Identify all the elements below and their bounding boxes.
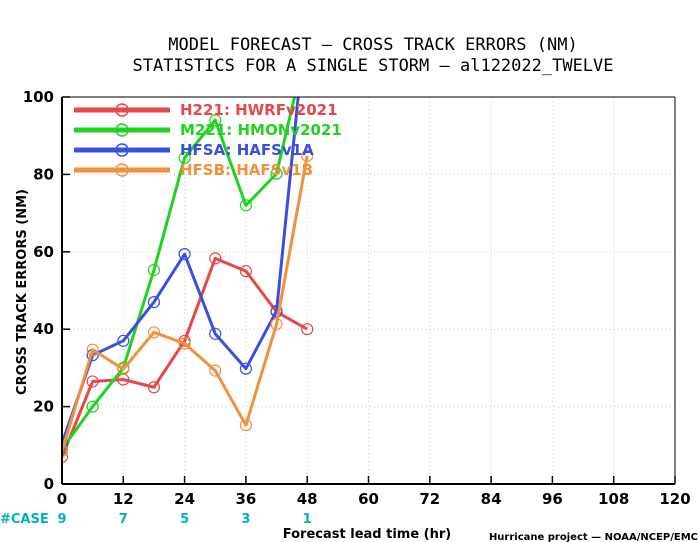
series-1-point	[86, 375, 99, 388]
legend-label: H221: HWRFv2021	[180, 101, 338, 119]
series-layer	[62, 2, 314, 464]
series-4-point	[147, 326, 161, 339]
series-4	[62, 149, 314, 458]
legend-swatch-marker	[115, 143, 129, 157]
case-count: 5	[180, 512, 189, 527]
legend-item: HFSB: HAFSv1B	[74, 161, 313, 179]
series-2-point	[178, 151, 191, 164]
x-tick-label: 120	[659, 490, 690, 508]
series-4-point	[239, 419, 252, 432]
x-tick-label: 108	[598, 490, 629, 508]
series-2-point	[239, 199, 252, 212]
legend-label: HFSB: HAFSv1B	[180, 161, 313, 179]
x-tick-label: 84	[481, 490, 502, 508]
legend-swatch-marker	[115, 123, 129, 137]
legend-item: M221: HMONv2021	[74, 121, 342, 139]
case-count: 1	[303, 512, 312, 527]
x-axis-title: Forecast lead time (hr)	[283, 527, 451, 542]
series-4-point	[86, 343, 99, 356]
series-3-point	[117, 334, 130, 347]
y-tick-label: 40	[33, 320, 54, 338]
x-tick-label: 24	[174, 490, 195, 508]
series-4-point	[209, 364, 222, 377]
series-3-line	[62, 97, 300, 444]
series-4-point	[178, 337, 191, 350]
legend-swatch-marker	[115, 103, 129, 117]
series-1-point	[239, 265, 252, 278]
series-3-point	[209, 327, 222, 340]
legend-item: H221: HWRFv2021	[74, 101, 338, 119]
x-tick-label: 72	[419, 490, 440, 508]
y-axis-title: CROSS TRACK ERRORS (NM)	[15, 189, 30, 395]
series-3-point	[147, 296, 161, 309]
case-count: 7	[119, 512, 128, 527]
y-tick-label: 80	[33, 165, 54, 183]
series-2-point	[209, 114, 222, 127]
series-2-point	[86, 400, 99, 413]
case-count: 9	[57, 512, 66, 527]
series-2-point	[147, 263, 161, 277]
x-tick-label: 12	[113, 490, 134, 508]
series-3	[62, 2, 313, 450]
chart-title-line-1: MODEL FORECAST — CROSS TRACK ERRORS (NM)	[168, 35, 577, 55]
series-1-point	[209, 252, 222, 265]
case-count-label: #CASE	[0, 512, 49, 527]
series-4-point	[117, 362, 130, 376]
series-4-line	[62, 155, 309, 452]
legend-item: HFSA: HAFSv1A	[74, 141, 314, 159]
y-tick-label: 0	[44, 475, 54, 493]
series-3-point	[302, 2, 313, 13]
x-tick-label: 60	[358, 490, 379, 508]
grid	[61, 96, 676, 485]
legend-label: M221: HMONv2021	[180, 121, 342, 139]
case-counts: 9 7 5 3 1	[57, 512, 311, 527]
series-3-point	[62, 437, 69, 450]
series-4-point	[270, 318, 283, 331]
series-1-point	[147, 381, 161, 394]
footer-credit: Hurricane project — NOAA/NCEP/EMC	[489, 532, 698, 542]
y-tick-labels: 0 20 40 60 80 100	[23, 88, 54, 493]
y-tick-label: 100	[23, 88, 54, 106]
series-2-line	[62, 97, 297, 451]
x-tick-label: 48	[297, 490, 318, 508]
legend-label: HFSA: HAFSv1A	[180, 141, 314, 159]
x-tick-label: 96	[542, 490, 563, 508]
series-2	[62, 97, 297, 456]
series-1-point	[301, 323, 314, 336]
legend: H221: HWRFv2021 M221: HMONv2021 HFSA: HAFS…	[74, 101, 342, 179]
series-1-point	[62, 450, 69, 464]
series-1-line	[62, 256, 308, 458]
x-tick-label: 0	[57, 490, 67, 508]
x-tick-label: 36	[235, 490, 256, 508]
y-tick-label: 20	[33, 398, 54, 416]
y-tick-label: 60	[33, 243, 54, 261]
legend-swatch-marker	[115, 163, 129, 177]
series-3-point	[239, 362, 252, 375]
series-2-point	[270, 167, 283, 180]
series-3-point	[178, 248, 191, 261]
chart-title-line-2: STATISTICS FOR A SINGLE STORM — al122022…	[132, 56, 613, 76]
case-count: 3	[241, 512, 250, 527]
series-4-point	[301, 149, 314, 162]
plot-frame	[61, 96, 676, 485]
x-tick-labels: 0 12 24 36 48 60 72 84 96 108 120	[57, 490, 691, 508]
series-4-point	[62, 445, 69, 458]
